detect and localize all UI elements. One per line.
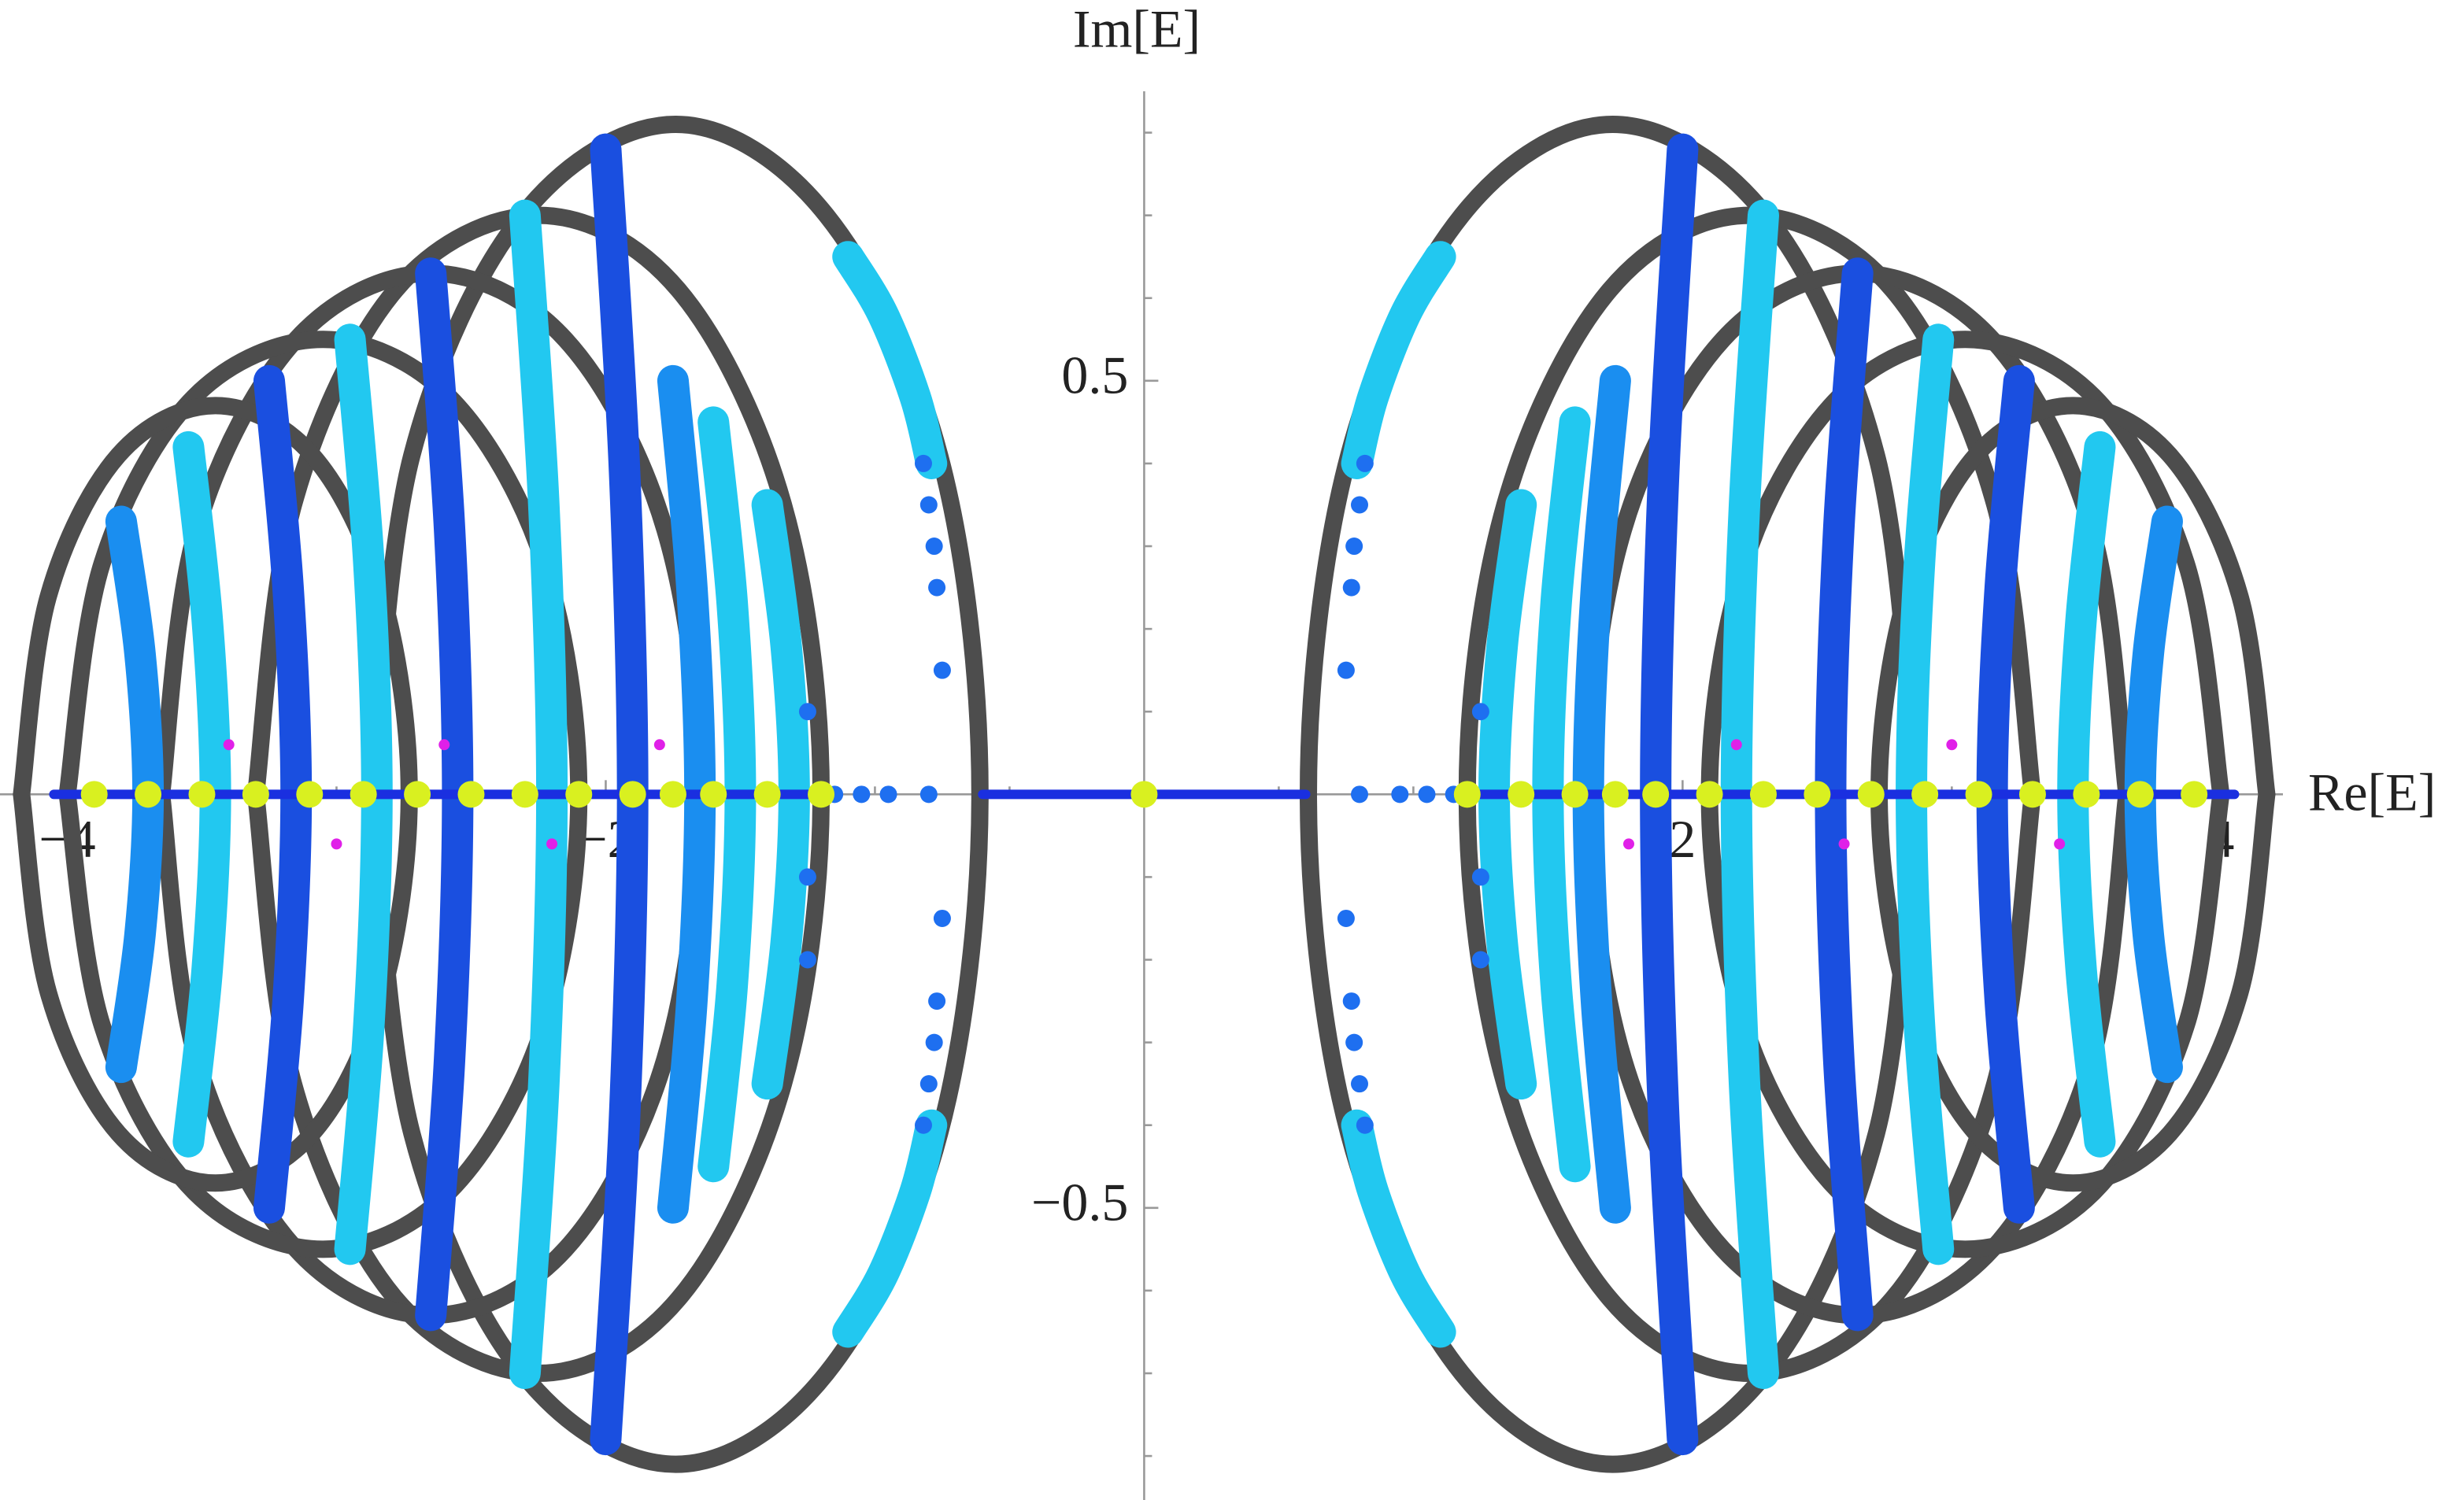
point xyxy=(1965,781,1992,808)
point xyxy=(1561,781,1589,808)
point xyxy=(1342,578,1360,597)
point xyxy=(1453,781,1481,808)
point xyxy=(2126,781,2154,808)
point xyxy=(928,578,946,597)
point xyxy=(242,781,269,808)
point xyxy=(2054,838,2066,850)
point xyxy=(853,785,871,804)
point xyxy=(879,785,897,804)
point xyxy=(223,739,235,751)
point xyxy=(1418,785,1436,804)
point xyxy=(914,454,932,472)
point xyxy=(2073,781,2100,808)
point xyxy=(700,781,727,808)
point xyxy=(928,992,946,1010)
point xyxy=(1356,454,1374,472)
point xyxy=(457,781,485,808)
point xyxy=(1471,951,1489,969)
point xyxy=(798,703,816,721)
x-tick-label: 2 xyxy=(1669,809,1696,869)
point xyxy=(1471,703,1489,721)
point xyxy=(925,1033,943,1051)
point xyxy=(1345,1033,1363,1051)
y-axis-label: Im[E] xyxy=(1073,0,1201,59)
point xyxy=(2018,781,2046,808)
point xyxy=(1730,739,1742,751)
point xyxy=(331,838,342,850)
point xyxy=(565,781,593,808)
point xyxy=(659,781,686,808)
point xyxy=(798,868,816,886)
point xyxy=(1857,781,1885,808)
point xyxy=(1749,781,1777,808)
point xyxy=(1622,838,1634,850)
point xyxy=(350,781,377,808)
axes: −4 −2 2 4−0.50.5 xyxy=(0,91,2283,1500)
point xyxy=(808,781,835,808)
point xyxy=(1342,992,1360,1010)
series-arc xyxy=(1341,241,1456,1348)
point xyxy=(135,781,162,808)
point xyxy=(1351,785,1369,804)
point xyxy=(619,781,646,808)
point xyxy=(914,1116,932,1134)
point xyxy=(1130,781,1158,808)
point xyxy=(919,496,938,514)
point xyxy=(1391,785,1409,804)
point xyxy=(1508,781,1535,808)
point xyxy=(546,838,558,850)
point xyxy=(1642,781,1670,808)
point xyxy=(653,739,665,751)
point xyxy=(80,781,108,808)
point xyxy=(1337,909,1355,927)
series-arc xyxy=(832,241,948,1348)
point xyxy=(438,739,450,751)
point xyxy=(1351,496,1369,514)
point xyxy=(2181,781,2208,808)
point xyxy=(1345,538,1363,556)
point xyxy=(296,781,324,808)
point xyxy=(511,781,538,808)
point xyxy=(1601,781,1629,808)
point xyxy=(919,785,938,804)
point xyxy=(1471,868,1489,886)
point xyxy=(1911,781,1939,808)
y-tick-label: 0.5 xyxy=(1061,345,1128,405)
point xyxy=(933,909,951,927)
point xyxy=(1804,781,1831,808)
y-tick-label: −0.5 xyxy=(1031,1172,1128,1232)
point xyxy=(925,538,943,556)
point xyxy=(798,951,816,969)
point xyxy=(1351,1075,1369,1093)
point xyxy=(404,781,431,808)
point xyxy=(1946,739,1958,751)
point xyxy=(933,661,951,679)
point xyxy=(753,781,781,808)
point xyxy=(1337,661,1355,679)
x-axis-label: Re[E] xyxy=(2308,763,2436,822)
point xyxy=(1838,838,1850,850)
point xyxy=(1356,1116,1374,1134)
point xyxy=(919,1075,938,1093)
point xyxy=(188,781,216,808)
point xyxy=(1696,781,1723,808)
